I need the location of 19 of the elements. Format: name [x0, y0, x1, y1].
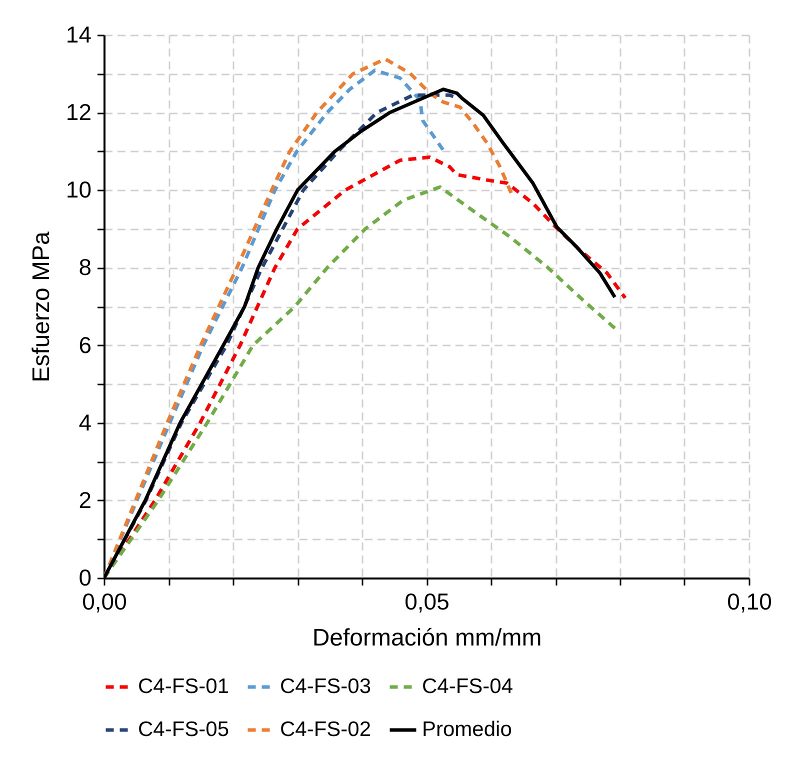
legend-label: C4-FS-04	[422, 675, 514, 698]
x-axis-title: Deformación mm/mm	[312, 624, 542, 652]
legend-label: C4-FS-05	[138, 718, 230, 741]
y-tick-label: 4	[78, 409, 92, 436]
y-tick-label: 8	[78, 254, 92, 280]
y-tick-label: 6	[78, 332, 92, 358]
y-tick-label: 0	[78, 564, 92, 590]
y-tick-label: 2	[78, 486, 92, 513]
x-tick-label: 0,10	[727, 588, 772, 614]
y-tick-label: 10	[66, 176, 92, 203]
y-axis-title: Esfuerzo MPa	[28, 230, 55, 382]
legend-label: C4-FS-03	[280, 675, 372, 698]
x-tick-label: 0,00	[82, 588, 127, 614]
legend-label: C4-FS-01	[138, 675, 230, 698]
legend-label: Promedio	[422, 718, 512, 741]
x-tick-label: 0,05	[404, 588, 450, 614]
y-tick-label: 12	[66, 99, 92, 126]
legend-label: C4-FS-02	[280, 718, 372, 741]
y-tick-label: 14	[66, 22, 92, 48]
